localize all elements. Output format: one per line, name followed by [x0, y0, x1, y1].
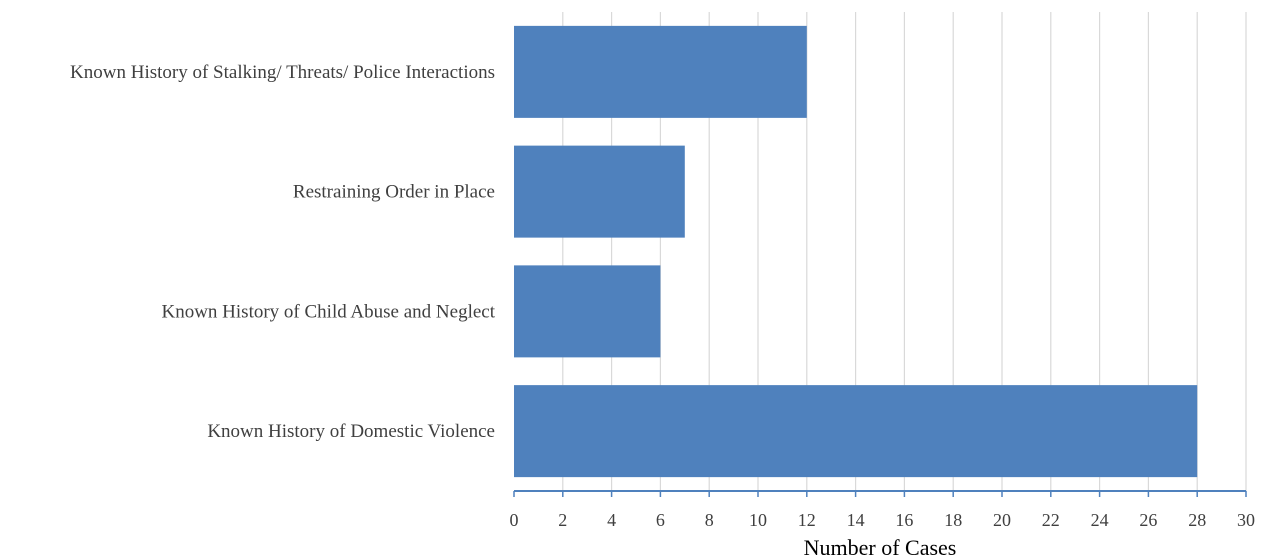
bars [514, 25, 1198, 478]
x-tick-label-26: 26 [1139, 510, 1157, 530]
x-tick-label-12: 12 [798, 510, 816, 530]
x-tick-label-14: 14 [847, 510, 865, 530]
x-tick-label-10: 10 [749, 510, 767, 530]
x-tick-label-8: 8 [705, 510, 714, 530]
category-label-1: Known History of Stalking/ Threats/ Poli… [70, 62, 495, 83]
bar-4 [514, 385, 1198, 478]
x-tick-label-18: 18 [944, 510, 962, 530]
x-axis-title: Number of Cases [804, 535, 957, 558]
x-tick-label-20: 20 [993, 510, 1011, 530]
category-label-4: Known History of Domestic Violence [207, 421, 495, 442]
bar-2 [514, 145, 685, 238]
x-tick-label-30: 30 [1237, 510, 1255, 530]
category-labels: Known History of Stalking/ Threats/ Poli… [70, 62, 496, 442]
bar-3 [514, 265, 661, 358]
x-axis: 0 2 4 6 8 10 12 14 16 18 20 22 24 26 28 30 [510, 490, 1255, 530]
x-tick-label-22: 22 [1042, 510, 1060, 530]
x-tick-label-28: 28 [1188, 510, 1206, 530]
x-tick-label-24: 24 [1091, 510, 1109, 530]
category-label-2: Restraining Order in Place [293, 182, 495, 203]
x-tick-label-0: 0 [510, 510, 519, 530]
x-tick-label-16: 16 [895, 510, 913, 530]
bar-1 [514, 25, 807, 118]
x-tick-label-2: 2 [558, 510, 567, 530]
x-tick-label-4: 4 [607, 510, 616, 530]
x-tick-label-6: 6 [656, 510, 665, 530]
category-label-3: Known History of Child Abuse and Neglect [161, 301, 495, 322]
